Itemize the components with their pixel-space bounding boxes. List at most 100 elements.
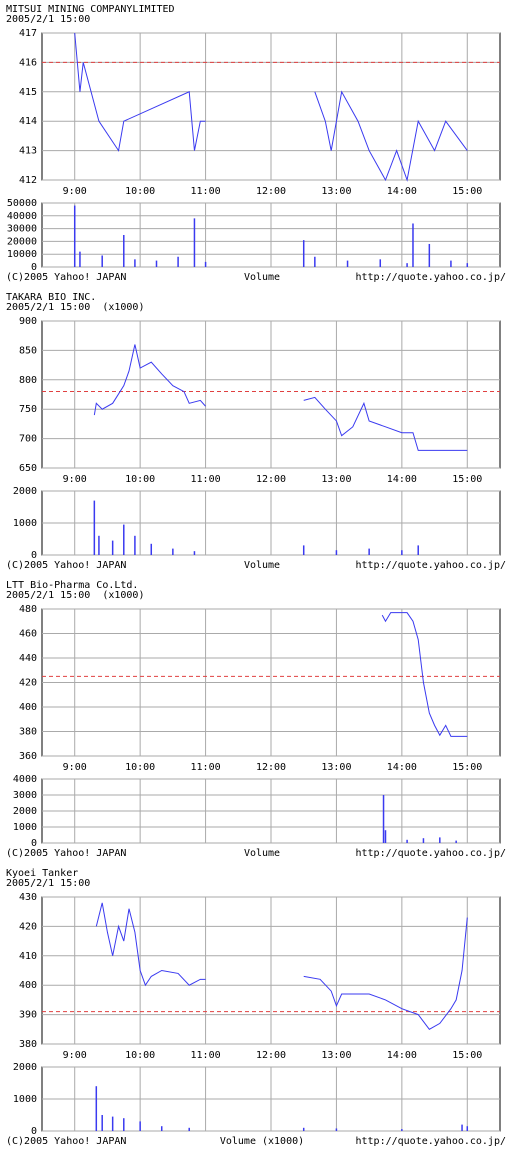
x-tick-label: 15:00 bbox=[452, 762, 482, 773]
volume-bar bbox=[302, 545, 305, 555]
x-tick-label: 12:00 bbox=[256, 186, 286, 197]
volume-bar bbox=[111, 1116, 114, 1131]
volume-tick-label: 0 bbox=[31, 1126, 37, 1137]
x-tick-label: 10:00 bbox=[125, 1050, 155, 1061]
volume-tick-label: 0 bbox=[31, 550, 37, 561]
volume-bar bbox=[417, 545, 419, 555]
footer-copyright: (C)2005 Yahoo! JAPAN bbox=[6, 1136, 126, 1147]
x-tick-label: 15:00 bbox=[452, 186, 482, 197]
chart-title: TAKARA BIO INC. bbox=[6, 292, 96, 303]
x-tick-label: 10:00 bbox=[125, 474, 155, 485]
x-tick-label: 11:00 bbox=[191, 762, 221, 773]
volume-bar bbox=[412, 223, 414, 267]
volume-bar bbox=[101, 255, 103, 267]
y-tick-label: 414 bbox=[19, 116, 37, 127]
y-tick-label: 460 bbox=[19, 629, 37, 640]
volume-bar bbox=[134, 259, 136, 267]
volume-bar bbox=[93, 500, 96, 555]
footer-url: http://quote.yahoo.co.jp/ bbox=[355, 848, 506, 859]
footer-copyright: (C)2005 Yahoo! JAPAN bbox=[6, 848, 126, 859]
y-tick-label: 430 bbox=[19, 892, 37, 903]
volume-tick-label: 3000 bbox=[13, 790, 37, 801]
volume-bar bbox=[150, 543, 153, 555]
y-tick-label: 390 bbox=[19, 1010, 37, 1021]
x-tick-label: 14:00 bbox=[387, 474, 417, 485]
volume-tick-label: 2000 bbox=[13, 806, 37, 817]
volume-bar bbox=[401, 1129, 403, 1131]
x-tick-label: 11:00 bbox=[191, 186, 221, 197]
volume-tick-label: 2000 bbox=[13, 486, 37, 497]
footer-label: Volume (x1000) bbox=[220, 1136, 304, 1147]
price-line bbox=[74, 32, 468, 182]
volume-bar bbox=[382, 795, 385, 843]
y-tick-label: 400 bbox=[19, 980, 37, 991]
volume-tick-label: 1000 bbox=[13, 518, 37, 529]
volume-bar bbox=[111, 540, 114, 555]
x-tick-label: 14:00 bbox=[387, 186, 417, 197]
volume-bar bbox=[101, 1115, 103, 1131]
chart-subtitle: 2005/2/1 15:00 bbox=[6, 878, 90, 889]
volume-bar bbox=[379, 259, 382, 267]
volume-bar bbox=[73, 205, 76, 267]
price-line bbox=[95, 902, 468, 1030]
footer-copyright: (C)2005 Yahoo! JAPAN bbox=[6, 560, 126, 571]
y-tick-label: 410 bbox=[19, 951, 37, 962]
x-tick-label: 12:00 bbox=[256, 762, 286, 773]
chart-title: LTT Bio-Pharma Co.Ltd. bbox=[6, 580, 138, 591]
volume-bar bbox=[335, 1128, 338, 1131]
volume-bar bbox=[204, 261, 207, 267]
x-tick-label: 11:00 bbox=[191, 474, 221, 485]
x-tick-label: 12:00 bbox=[256, 1050, 286, 1061]
volume-bar bbox=[346, 260, 349, 267]
volume-bar bbox=[384, 830, 387, 843]
y-tick-label: 415 bbox=[19, 87, 37, 98]
volume-bar bbox=[455, 840, 457, 843]
volume-tick-label: 30000 bbox=[7, 224, 37, 235]
x-tick-label: 14:00 bbox=[387, 762, 417, 773]
volume-bar bbox=[160, 1126, 163, 1131]
volume-bar bbox=[401, 550, 403, 555]
volume-bar bbox=[406, 839, 408, 843]
volume-tick-label: 20000 bbox=[7, 236, 37, 247]
y-tick-label: 650 bbox=[19, 463, 37, 474]
volume-bar bbox=[177, 256, 179, 267]
chart-subtitle: 2005/2/1 15:00 (x1000) bbox=[6, 302, 144, 313]
volume-bar bbox=[428, 243, 431, 267]
x-tick-label: 9:00 bbox=[63, 762, 87, 773]
volume-bar bbox=[123, 524, 125, 555]
volume-bar bbox=[450, 260, 452, 267]
volume-tick-label: 4000 bbox=[13, 774, 37, 785]
volume-bar bbox=[302, 1127, 305, 1131]
y-tick-label: 850 bbox=[19, 345, 37, 356]
volume-bar bbox=[123, 1118, 125, 1131]
x-tick-label: 13:00 bbox=[321, 1050, 351, 1061]
y-tick-label: 380 bbox=[19, 1039, 37, 1050]
y-tick-label: 750 bbox=[19, 404, 37, 415]
chart-subtitle: 2005/2/1 15:00 (x1000) bbox=[6, 590, 144, 601]
volume-bar bbox=[172, 548, 174, 555]
volume-tick-label: 0 bbox=[31, 838, 37, 849]
volume-tick-label: 10000 bbox=[7, 249, 37, 260]
x-tick-label: 13:00 bbox=[321, 762, 351, 773]
y-tick-label: 360 bbox=[19, 751, 37, 762]
x-tick-label: 13:00 bbox=[321, 186, 351, 197]
price-line bbox=[93, 344, 468, 451]
volume-bar bbox=[422, 838, 425, 843]
footer-copyright: (C)2005 Yahoo! JAPAN bbox=[6, 272, 126, 283]
volume-bar bbox=[466, 263, 469, 267]
y-tick-label: 400 bbox=[19, 702, 37, 713]
y-tick-label: 700 bbox=[19, 434, 37, 445]
x-tick-label: 11:00 bbox=[191, 1050, 221, 1061]
footer-label: Volume bbox=[244, 560, 280, 571]
x-tick-label: 9:00 bbox=[63, 474, 87, 485]
x-tick-label: 15:00 bbox=[452, 1050, 482, 1061]
y-tick-label: 800 bbox=[19, 375, 37, 386]
y-tick-label: 412 bbox=[19, 175, 37, 186]
volume-tick-label: 40000 bbox=[7, 211, 37, 222]
price-line bbox=[381, 612, 468, 737]
x-tick-label: 12:00 bbox=[256, 474, 286, 485]
chart-title: Kyoei Tanker bbox=[6, 868, 78, 879]
x-tick-label: 13:00 bbox=[321, 474, 351, 485]
footer-url: http://quote.yahoo.co.jp/ bbox=[355, 1136, 506, 1147]
